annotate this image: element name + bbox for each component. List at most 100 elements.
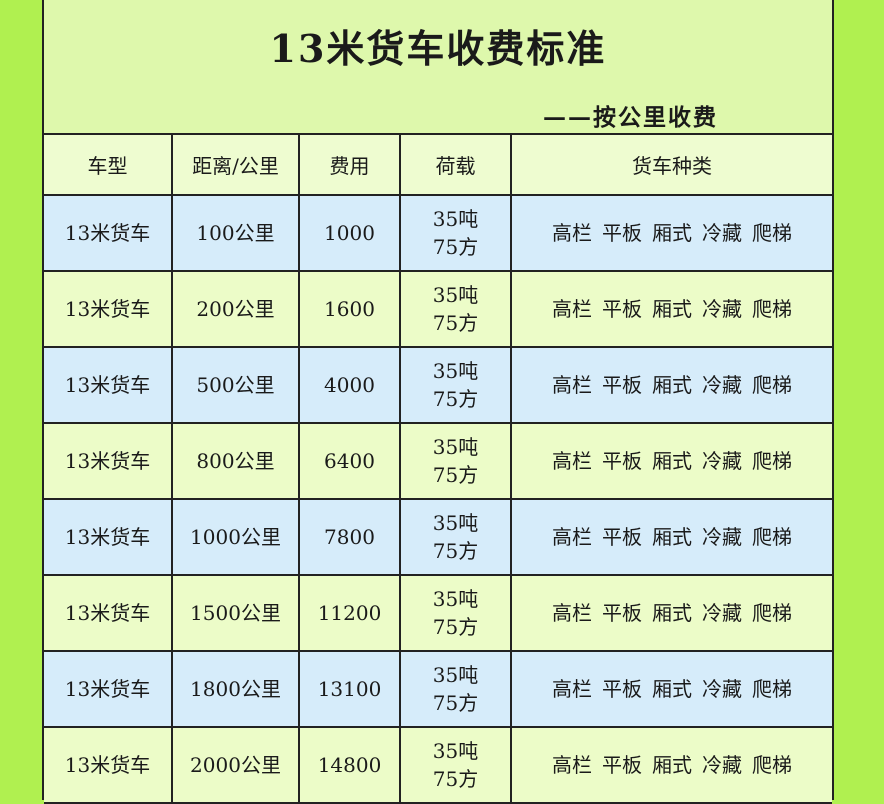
cell-distance: 1000公里 xyxy=(171,498,300,576)
truck-kind: 高栏 xyxy=(552,601,592,625)
column-header: 货车种类 xyxy=(510,135,832,196)
cell-distance: 2000公里 xyxy=(171,726,300,804)
truck-kind: 平板 xyxy=(602,677,642,701)
load-weight: 35吨 xyxy=(432,663,479,687)
load-weight: 35吨 xyxy=(432,359,479,383)
truck-kind: 高栏 xyxy=(552,297,592,321)
cell-load: 35吨 75方 xyxy=(399,422,512,500)
truck-kind: 冷藏 xyxy=(702,601,742,625)
cell-fee: 4000 xyxy=(298,346,401,424)
truck-kind: 高栏 xyxy=(552,525,592,549)
truck-kind: 冷藏 xyxy=(702,677,742,701)
load-weight: 35吨 xyxy=(432,435,479,459)
column-header: 车型 xyxy=(44,135,173,196)
page-title: 13米货车收费标准 xyxy=(269,26,607,71)
truck-kind: 爬梯 xyxy=(752,297,792,321)
truck-kind: 平板 xyxy=(602,297,642,321)
load-volume: 75方 xyxy=(432,767,479,791)
truck-kind: 高栏 xyxy=(552,373,592,397)
load-volume: 75方 xyxy=(432,463,479,487)
truck-kind: 厢式 xyxy=(652,601,692,625)
cell-type: 13米货车 xyxy=(44,346,173,424)
load-volume: 75方 xyxy=(432,539,479,563)
truck-kind: 平板 xyxy=(602,753,642,777)
load-volume: 75方 xyxy=(432,311,479,335)
cell-load: 35吨 75方 xyxy=(399,726,512,804)
cell-kinds: 高栏 平板 厢式 冷藏 爬梯 xyxy=(510,498,832,576)
truck-kind: 爬梯 xyxy=(752,677,792,701)
truck-kind: 平板 xyxy=(602,373,642,397)
truck-kind: 厢式 xyxy=(652,221,692,245)
table-row: 13米货车 200公里 1600 35吨 75方 高栏 平板 厢式 冷藏 爬梯 xyxy=(44,270,832,348)
load-volume: 75方 xyxy=(432,387,479,411)
column-header: 距离/公里 xyxy=(171,135,300,196)
table-row: 13米货车 500公里 4000 35吨 75方 高栏 平板 厢式 冷藏 爬梯 xyxy=(44,346,832,424)
truck-kind: 高栏 xyxy=(552,449,592,473)
cell-distance: 800公里 xyxy=(171,422,300,500)
truck-kind: 平板 xyxy=(602,601,642,625)
truck-kind: 冷藏 xyxy=(702,373,742,397)
cell-distance: 500公里 xyxy=(171,346,300,424)
table-row: 13米货车 1500公里 11200 35吨 75方 高栏 平板 厢式 冷藏 爬梯 xyxy=(44,574,832,652)
truck-kind: 爬梯 xyxy=(752,221,792,245)
truck-kind: 爬梯 xyxy=(752,449,792,473)
load-volume: 75方 xyxy=(432,615,479,639)
cell-fee: 14800 xyxy=(298,726,401,804)
truck-kind: 平板 xyxy=(602,449,642,473)
table-row: 13米货车 1800公里 13100 35吨 75方 高栏 平板 厢式 冷藏 爬梯 xyxy=(44,650,832,728)
cell-type: 13米货车 xyxy=(44,422,173,500)
cell-fee: 1600 xyxy=(298,270,401,348)
cell-kinds: 高栏 平板 厢式 冷藏 爬梯 xyxy=(510,270,832,348)
load-weight: 35吨 xyxy=(432,283,479,307)
cell-kinds: 高栏 平板 厢式 冷藏 爬梯 xyxy=(510,574,832,652)
truck-kind: 高栏 xyxy=(552,677,592,701)
truck-kind: 爬梯 xyxy=(752,373,792,397)
cell-type: 13米货车 xyxy=(44,650,173,728)
cell-fee: 7800 xyxy=(298,498,401,576)
cell-type: 13米货车 xyxy=(44,194,173,272)
table-row: 13米货车 100公里 1000 35吨 75方 高栏 平板 厢式 冷藏 爬梯 xyxy=(44,194,832,272)
page-subtitle: ——按公里收费 xyxy=(543,104,718,131)
cell-distance: 1800公里 xyxy=(171,650,300,728)
cell-type: 13米货车 xyxy=(44,498,173,576)
truck-kind: 爬梯 xyxy=(752,753,792,777)
load-volume: 75方 xyxy=(432,235,479,259)
table-row: 13米货车 1000公里 7800 35吨 75方 高栏 平板 厢式 冷藏 爬梯 xyxy=(44,498,832,576)
cell-load: 35吨 75方 xyxy=(399,650,512,728)
column-header: 荷载 xyxy=(399,135,512,196)
truck-kind: 厢式 xyxy=(652,449,692,473)
truck-kind: 厢式 xyxy=(652,753,692,777)
truck-kind: 高栏 xyxy=(552,221,592,245)
title-box: 13米货车收费标准 ——按公里收费 xyxy=(44,0,832,135)
truck-kind: 厢式 xyxy=(652,677,692,701)
cell-type: 13米货车 xyxy=(44,726,173,804)
cell-fee: 11200 xyxy=(298,574,401,652)
truck-kind: 冷藏 xyxy=(702,753,742,777)
truck-kind: 平板 xyxy=(602,525,642,549)
truck-kind: 厢式 xyxy=(652,297,692,321)
truck-kind: 爬梯 xyxy=(752,525,792,549)
truck-kind: 冷藏 xyxy=(702,449,742,473)
truck-kind: 厢式 xyxy=(652,525,692,549)
cell-kinds: 高栏 平板 厢式 冷藏 爬梯 xyxy=(510,726,832,804)
truck-kind: 平板 xyxy=(602,221,642,245)
load-weight: 35吨 xyxy=(432,587,479,611)
fee-table: 车型 距离/公里 费用 荷载 货车种类 13米货车 100公里 1000 35吨 75方… xyxy=(44,135,832,804)
cell-type: 13米货车 xyxy=(44,270,173,348)
load-weight: 35吨 xyxy=(432,207,479,231)
load-weight: 35吨 xyxy=(432,511,479,535)
load-weight: 35吨 xyxy=(432,739,479,763)
truck-kind: 高栏 xyxy=(552,753,592,777)
load-volume: 75方 xyxy=(432,691,479,715)
cell-fee: 1000 xyxy=(298,194,401,272)
cell-load: 35吨 75方 xyxy=(399,574,512,652)
cell-distance: 200公里 xyxy=(171,270,300,348)
truck-kind: 爬梯 xyxy=(752,601,792,625)
cell-fee: 6400 xyxy=(298,422,401,500)
cell-load: 35吨 75方 xyxy=(399,498,512,576)
cell-distance: 100公里 xyxy=(171,194,300,272)
truck-kind: 冷藏 xyxy=(702,525,742,549)
cell-kinds: 高栏 平板 厢式 冷藏 爬梯 xyxy=(510,346,832,424)
table-row: 13米货车 800公里 6400 35吨 75方 高栏 平板 厢式 冷藏 爬梯 xyxy=(44,422,832,500)
cell-type: 13米货车 xyxy=(44,574,173,652)
